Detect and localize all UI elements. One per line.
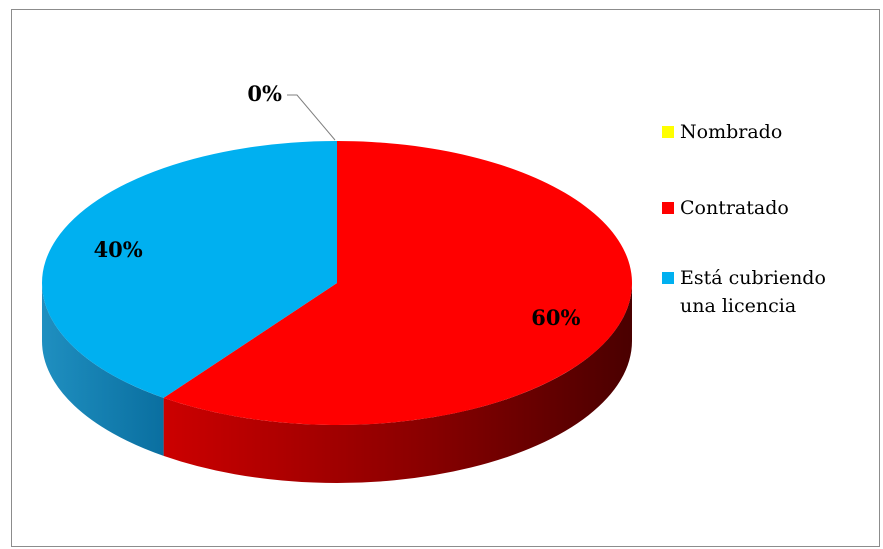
legend-label-contratado: Contratado [680,197,789,219]
leader-line-nombrado [287,94,336,141]
data-label-contratado: 60% [531,305,580,330]
legend-label-licencia: Está cubriendo una licencia [680,267,826,317]
legend-label-nombrado: Nombrado [680,121,783,143]
legend-swatch-licencia [662,272,674,284]
legend-item-nombrado: Nombrado [662,118,872,146]
legend-swatch-contratado [662,202,674,214]
pie-side-contratado [163,283,633,483]
pie-labels: 0% 60% 40% [94,81,581,330]
pie-slice-licencia [42,141,337,398]
pie-tops [42,141,633,426]
legend-item-contratado: Contratado [662,194,872,222]
pie-side-licencia [41,283,164,456]
legend-swatch-nombrado [662,126,674,138]
data-label-nombrado: 0% [247,81,282,106]
pie-sides [41,283,633,483]
data-label-licencia: 40% [94,237,143,262]
pie-slice-contratado [163,141,633,426]
legend-item-licencia: Está cubriendo una licencia [662,264,872,320]
